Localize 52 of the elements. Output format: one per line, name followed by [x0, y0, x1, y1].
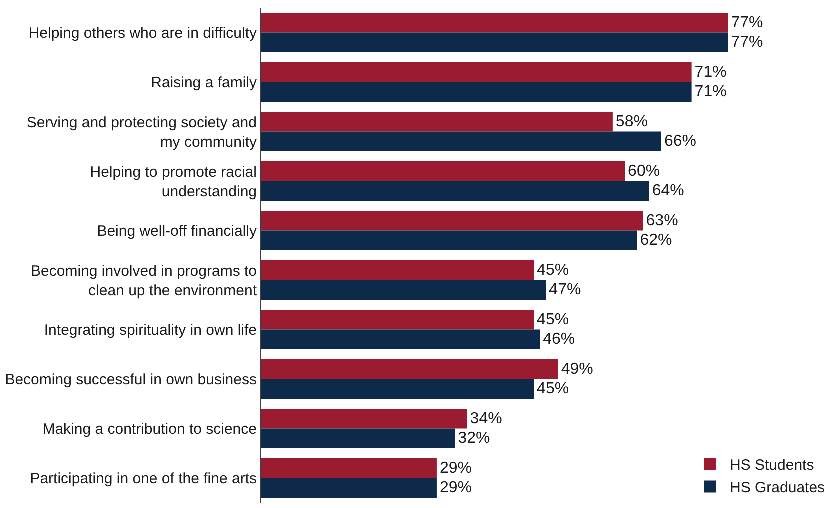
y-tick-label: Being well-off financially: [97, 223, 258, 240]
y-tick-label: Participating in one of the fine arts: [30, 470, 257, 488]
y-tick-label: Helping to promote racial understanding: [90, 164, 257, 200]
bar: [261, 330, 540, 350]
data-label: 46%: [543, 331, 576, 348]
data-label: 71%: [694, 64, 727, 81]
data-label: 47%: [549, 282, 582, 299]
bar: [261, 161, 626, 182]
data-label: 66%: [664, 133, 696, 150]
data-label: 29%: [440, 460, 472, 477]
data-label: 45%: [537, 311, 570, 328]
y-tick-label: Becoming successful in own business: [5, 372, 257, 388]
data-label: 60%: [628, 162, 660, 180]
data-label: 32%: [458, 430, 490, 448]
bar: [261, 132, 662, 152]
bar: [261, 310, 534, 330]
y-tick-label: Helping others who are in difficulty: [28, 25, 258, 42]
bar: [261, 478, 437, 498]
bar: [261, 32, 728, 53]
bar: [261, 280, 546, 300]
data-label: 29%: [440, 480, 472, 497]
bar: [261, 82, 692, 102]
data-label: 63%: [646, 212, 678, 230]
y-tick-label: Serving and protecting society and my community: [26, 114, 258, 151]
y-tick-label: Raising a family: [151, 74, 258, 92]
data-label: 62%: [640, 232, 672, 250]
bar: [261, 210, 644, 231]
bar: [261, 379, 534, 400]
data-label: 58%: [616, 113, 648, 130]
bar: [261, 62, 692, 82]
data-label: 71%: [694, 84, 727, 101]
bar: [261, 359, 558, 380]
bar: [261, 181, 650, 202]
y-tick-label: Making a contribution to science: [42, 421, 257, 438]
bar: [261, 260, 534, 280]
data-label: 64%: [652, 182, 684, 200]
data-label: 34%: [470, 410, 502, 428]
legend-label: HS Graduates: [730, 480, 826, 497]
bar: [261, 408, 468, 429]
y-tick-label: Becoming involved in programs to clean up the environment: [31, 262, 258, 300]
data-label: 49%: [561, 360, 594, 378]
bar: [261, 428, 456, 449]
bar: [261, 12, 728, 33]
data-label: 45%: [537, 380, 570, 398]
bar: [261, 230, 638, 251]
bar: [261, 458, 437, 478]
data-label: 77%: [731, 14, 764, 32]
legend-label: HS Students: [730, 457, 814, 474]
data-label: 45%: [537, 262, 570, 279]
y-tick-label: Integrating spirituality in own life: [44, 322, 257, 339]
bar: [261, 112, 613, 132]
data-label: 77%: [731, 34, 764, 52]
